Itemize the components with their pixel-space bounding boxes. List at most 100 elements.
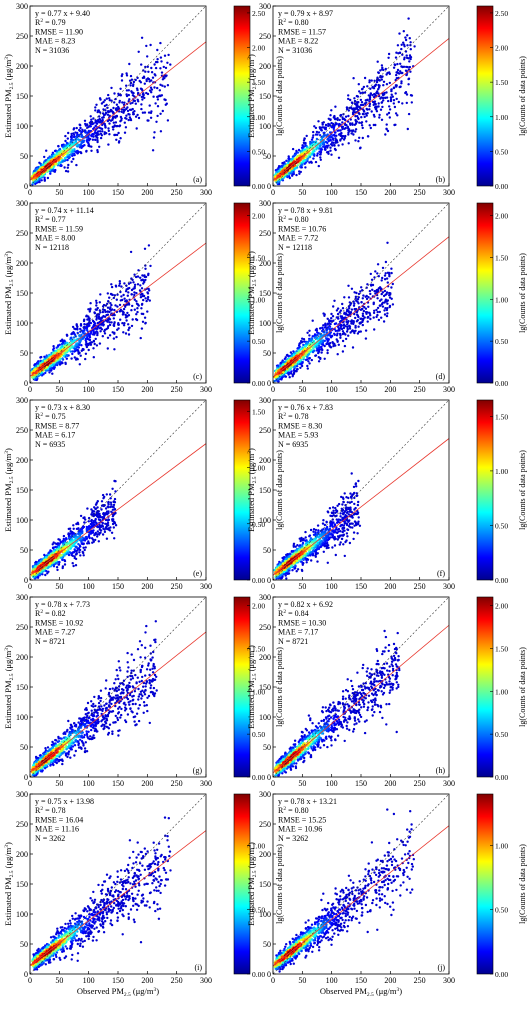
data-point: [308, 356, 311, 360]
data-point: [409, 70, 412, 73]
data-point: [366, 112, 369, 115]
data-point: [52, 348, 55, 351]
data-point: [363, 115, 366, 119]
data-point: [58, 343, 61, 346]
data-point: [156, 105, 160, 108]
data-point: [388, 105, 391, 108]
data-point: [98, 130, 102, 133]
data-point: [101, 118, 104, 122]
data-point: [94, 337, 97, 341]
data-point: [140, 36, 144, 39]
data-point: [136, 113, 139, 117]
data-point: [156, 95, 159, 99]
data-point: [319, 158, 322, 161]
data-point: [317, 360, 321, 363]
data-point: [76, 325, 79, 328]
data-point: [392, 66, 396, 69]
data-point: [98, 342, 102, 345]
data-point: [297, 148, 301, 152]
r-squared-value: = 0.77: [43, 215, 66, 224]
data-point: [124, 290, 128, 293]
data-point: [95, 299, 98, 302]
data-point: [339, 113, 343, 117]
data-point: [288, 157, 291, 161]
data-point: [326, 141, 329, 145]
data-point: [347, 94, 350, 97]
data-point: [347, 131, 350, 134]
data-point: [302, 338, 306, 341]
data-point: [61, 154, 65, 158]
data-point: [313, 154, 316, 157]
data-point: [85, 150, 88, 153]
data-point: [164, 103, 167, 107]
data-point: [36, 166, 40, 169]
data-point: [56, 361, 59, 365]
data-point: [361, 136, 364, 140]
data-point: [372, 103, 375, 107]
data-point: [87, 144, 90, 147]
data-point: [396, 68, 400, 72]
data-point: [108, 334, 112, 337]
data-point: [127, 323, 130, 326]
data-point: [142, 294, 146, 298]
data-point: [128, 79, 132, 82]
data-point: [128, 98, 131, 101]
data-point: [101, 335, 105, 338]
data-point: [124, 299, 128, 303]
data-point: [135, 313, 138, 316]
data-point: [154, 102, 157, 105]
data-point: [299, 165, 302, 168]
data-point: [319, 156, 322, 159]
data-point: [384, 260, 388, 264]
data-point: [368, 98, 372, 101]
data-point: [124, 126, 128, 129]
data-point: [98, 117, 101, 121]
data-point: [105, 132, 108, 135]
data-point: [136, 275, 140, 278]
data-point: [365, 120, 368, 123]
data-point: [68, 347, 72, 351]
data-point: [106, 292, 110, 295]
data-point: [95, 131, 99, 135]
data-point: [139, 284, 142, 287]
y-tick-label: 250: [259, 32, 271, 41]
data-point: [91, 122, 94, 126]
data-point: [407, 112, 411, 116]
data-point: [146, 119, 149, 122]
data-point: [48, 356, 52, 359]
r-squared-value: = 0.79: [43, 18, 66, 27]
data-point: [79, 324, 83, 327]
data-point: [129, 118, 133, 122]
data-point: [310, 138, 314, 141]
x-tick-label: 200: [384, 188, 396, 197]
data-point: [133, 285, 136, 288]
data-point: [400, 43, 403, 46]
data-point: [384, 272, 387, 275]
data-point: [83, 119, 87, 123]
data-point: [115, 114, 119, 118]
data-point: [81, 128, 84, 131]
data-point: [357, 140, 360, 143]
data-point: [161, 84, 164, 87]
data-point: [39, 364, 42, 367]
data-point: [318, 134, 322, 137]
data-point: [93, 333, 96, 336]
data-point: [89, 115, 92, 118]
data-point: [341, 116, 344, 119]
data-point: [118, 284, 121, 287]
data-point: [303, 150, 306, 154]
data-point: [130, 293, 133, 296]
y-axis-unit: (μg/m: [3, 59, 13, 82]
data-point: [76, 358, 79, 361]
data-point: [382, 320, 386, 323]
data-point: [110, 283, 113, 286]
data-point: [133, 110, 136, 113]
data-point: [370, 110, 373, 113]
data-point: [159, 41, 162, 45]
data-point: [71, 149, 75, 153]
data-point: [141, 302, 144, 306]
data-point: [130, 78, 134, 81]
data-point: [339, 138, 342, 141]
data-point: [152, 95, 155, 98]
data-point: [274, 175, 277, 178]
